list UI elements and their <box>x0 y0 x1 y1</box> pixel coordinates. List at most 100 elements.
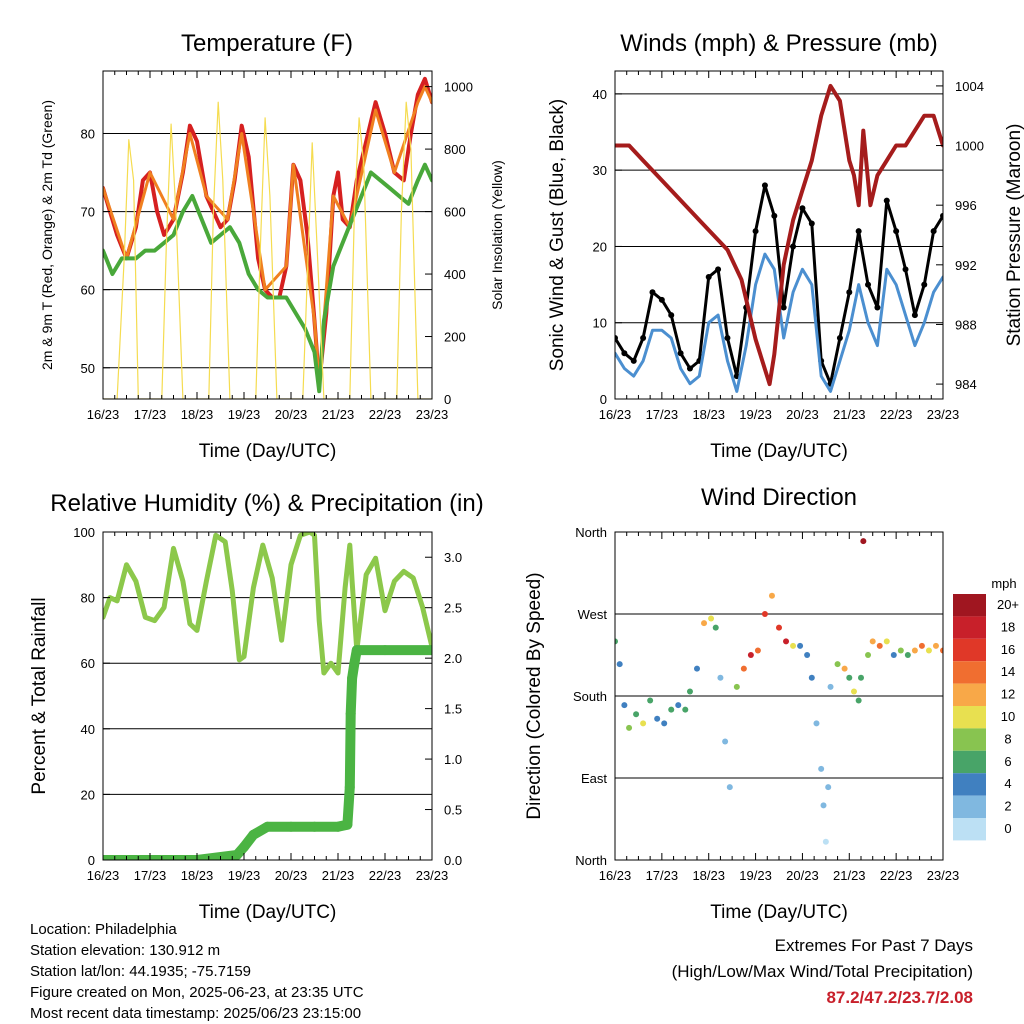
legend-swatch <box>953 661 986 684</box>
extremes-heading: Extremes For Past 7 Days <box>774 936 973 955</box>
gust-point <box>715 266 722 273</box>
x-tick-label: 19/23 <box>739 868 772 883</box>
gust-point <box>686 365 693 372</box>
precip-point <box>262 821 273 832</box>
direction-point <box>647 697 654 704</box>
y-tick-label: 60 <box>81 283 95 298</box>
series-line-3 <box>615 83 943 387</box>
direction-point <box>890 652 897 658</box>
legend-swatch <box>953 706 986 729</box>
direction-point <box>808 674 815 681</box>
direction-point <box>820 802 827 809</box>
direction-point <box>740 665 747 672</box>
latlon-text: Station lat/lon: 44.1935; -75.7159 <box>30 963 252 980</box>
direction-point <box>860 538 867 545</box>
y-tick-label: West <box>578 607 608 622</box>
y-tick-label: 30 <box>593 163 607 178</box>
legend-label: 2 <box>1004 799 1011 814</box>
y-tick-label: South <box>573 689 607 704</box>
plot-area <box>615 83 943 393</box>
precip-point <box>345 708 356 719</box>
y2-tick-label: 2.0 <box>444 651 462 666</box>
direction-point <box>897 647 904 654</box>
gust-point <box>846 289 853 296</box>
x-tick-label: 22/23 <box>369 868 402 883</box>
precip-point <box>427 645 432 656</box>
direction-point <box>858 674 864 681</box>
y-tick-label: North <box>575 853 607 868</box>
gust-point <box>724 334 731 341</box>
created-text: Figure created on Mon, 2025-06-23, at 23… <box>30 984 364 1001</box>
y2-tick-label: 1.5 <box>444 702 462 717</box>
x-tick-label: 18/23 <box>181 868 214 883</box>
location-text: Location: Philadelphia <box>30 921 177 938</box>
gust-point <box>615 334 618 341</box>
x-axis-title: Time (Day/UTC) <box>710 441 848 462</box>
x-tick-label: 17/23 <box>134 407 167 422</box>
direction-point <box>841 665 848 672</box>
direction-point <box>694 665 700 672</box>
direction-point <box>682 706 689 713</box>
legend-swatch <box>953 594 986 617</box>
recent-data-text: Most recent data timestamp: 2025/06/23 2… <box>30 1005 362 1022</box>
x-tick-label: 18/23 <box>692 868 725 883</box>
direction-point <box>708 615 715 622</box>
extremes-values: 87.2/47.2/23.7/2.08 <box>826 988 973 1007</box>
legend-swatch <box>953 728 986 751</box>
x-tick-label: 20/23 <box>786 407 819 422</box>
gust-point <box>883 197 890 204</box>
legend-label: 8 <box>1004 731 1011 746</box>
y-tick-label: 20 <box>81 787 95 802</box>
chart-title: Temperature (F) <box>181 30 353 57</box>
legend-label: 4 <box>1004 776 1011 791</box>
series-line-2 <box>103 85 432 385</box>
x-axis-title: Time (Day/UTC) <box>710 902 848 923</box>
y-axis-title: Percent & Total Rainfall <box>29 597 50 794</box>
precip-point <box>103 855 108 860</box>
precip-point <box>309 821 320 832</box>
precip-point <box>231 849 242 860</box>
gust-point <box>649 289 656 296</box>
gust-point <box>780 304 787 311</box>
direction-point <box>776 624 782 631</box>
x-tick-label: 17/23 <box>646 407 679 422</box>
series-line-1 <box>103 532 432 676</box>
y-tick-label: 0 <box>88 853 95 868</box>
direction-point <box>855 697 862 704</box>
direction-point <box>883 638 890 645</box>
legend-swatch <box>953 795 986 818</box>
direction-point <box>797 642 804 649</box>
speed-legend: mph 20+ 18 16 14 12 10 8 6 4 2 0 <box>953 576 1019 841</box>
x-tick-label: 23/23 <box>927 868 960 883</box>
gust-point <box>911 312 918 319</box>
series-line-1 <box>615 183 943 386</box>
direction-point <box>712 624 719 631</box>
direction-point <box>668 706 675 713</box>
legend-swatch <box>953 683 986 706</box>
direction-point <box>783 638 790 645</box>
gust-point <box>902 266 909 273</box>
y-tick-label: East <box>581 771 607 786</box>
y2-tick-label: 996 <box>955 198 977 213</box>
x-tick-label: 21/23 <box>833 868 866 883</box>
gust-point <box>630 357 637 364</box>
plot-area <box>103 532 432 860</box>
legend-swatch <box>953 750 986 774</box>
direction-point <box>804 652 811 658</box>
x-tick-label: 23/23 <box>927 407 960 422</box>
legend-title: mph <box>991 576 1016 591</box>
chart-title: Winds (mph) & Pressure (mb) <box>620 30 937 57</box>
direction-point <box>834 661 841 668</box>
y2-tick-label: 3.0 <box>444 550 462 565</box>
y-axis-title: Direction (Colored By Speed) <box>524 572 545 819</box>
gust-point <box>761 182 768 189</box>
direction-point <box>918 642 925 649</box>
legend-label: 20+ <box>997 597 1019 612</box>
x-tick-label: 18/23 <box>692 407 725 422</box>
y2-tick-label: 992 <box>955 258 977 273</box>
precip-point <box>248 829 259 840</box>
x-tick-label: 20/23 <box>275 407 308 422</box>
gust-point <box>874 304 881 311</box>
legend-label: 12 <box>1001 687 1015 702</box>
x-axis-title: Time (Day/UTC) <box>199 902 337 923</box>
